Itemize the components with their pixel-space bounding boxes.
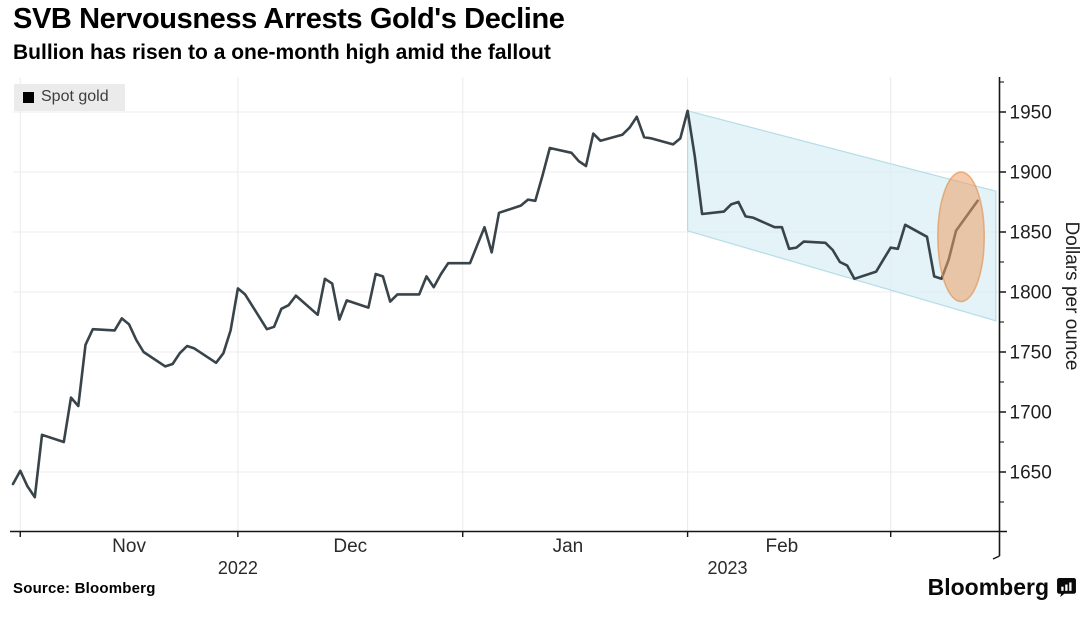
y-tick-label: 1900 [1010, 163, 1052, 184]
spot-gold-line [11, 109, 980, 499]
y-axis-end-tick [992, 555, 1000, 560]
y-tick-label: 1700 [1010, 403, 1052, 424]
bloomberg-logo: Bloomberg [928, 574, 1077, 601]
legend-spot-gold: Spot gold [14, 84, 125, 111]
legend-label: Spot gold [41, 88, 109, 105]
axes [10, 77, 1007, 560]
x-tick-label: Dec [333, 536, 367, 557]
y-tick-label: 1950 [1010, 103, 1052, 124]
x-tick-label: Feb [766, 536, 799, 557]
bloomberg-wordmark: Bloomberg [927, 574, 1049, 600]
y-tick-label: 1650 [1010, 463, 1052, 484]
y-tick-label: 1850 [1010, 223, 1052, 244]
page-title: SVB Nervousness Arrests Gold's Decline [13, 3, 565, 35]
bloomberg-chart-icon [1057, 578, 1076, 597]
chart-subtitle: Bullion has risen to a one-month high am… [13, 41, 551, 64]
y-axis-title: Dollars per ounce [1061, 222, 1082, 371]
gridlines [13, 77, 1000, 532]
x-tick-label: Jan [553, 536, 584, 557]
y-tick-label: 1750 [1010, 343, 1052, 364]
x-year-label: 2022 [218, 558, 258, 578]
x-year-label: 2023 [707, 558, 747, 578]
highlight-ellipse [937, 171, 986, 303]
source-note: Source: Bloomberg [13, 580, 156, 597]
trend-channel-band [686, 110, 997, 322]
x-tick-label: Nov [112, 536, 146, 557]
y-tick-label: 1800 [1010, 283, 1052, 304]
legend-swatch-icon [23, 92, 34, 103]
